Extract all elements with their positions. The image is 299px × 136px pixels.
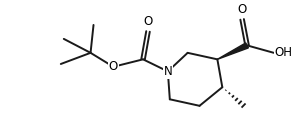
Text: N: N <box>164 65 172 78</box>
Text: O: O <box>144 15 152 28</box>
Text: O: O <box>237 3 247 16</box>
Polygon shape <box>217 43 248 59</box>
Text: OH: OH <box>275 46 293 59</box>
Text: O: O <box>109 60 118 73</box>
